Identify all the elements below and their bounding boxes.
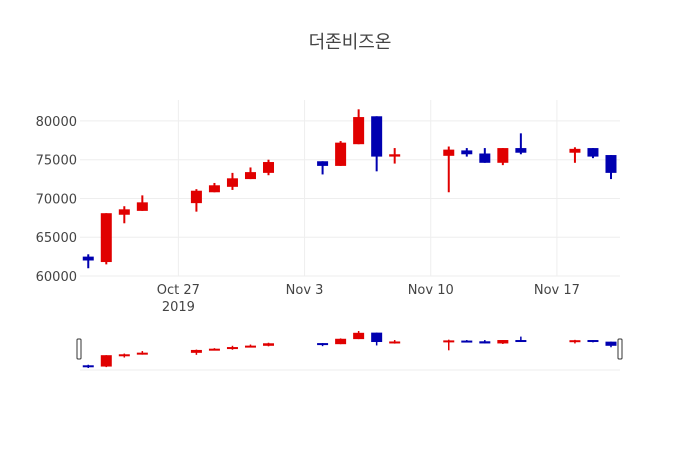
slider-candle-body bbox=[208, 348, 220, 351]
candle-body bbox=[389, 154, 401, 157]
slider-candle-body bbox=[605, 341, 617, 346]
candle-body bbox=[443, 149, 455, 156]
x-tick-label: Nov 10 bbox=[408, 283, 454, 298]
y-tick-label: 75000 bbox=[36, 154, 77, 169]
slider-candle-body bbox=[353, 332, 365, 340]
candle-body bbox=[118, 209, 130, 215]
candle-body bbox=[515, 148, 527, 153]
slider-candle-body bbox=[118, 354, 130, 357]
candle-body bbox=[82, 256, 94, 261]
candle-body bbox=[353, 117, 365, 145]
slider-candle-body bbox=[461, 340, 473, 343]
slider-candle-body bbox=[136, 352, 148, 355]
chart-title: 더존비즈온 bbox=[309, 32, 392, 53]
slider-candle-body bbox=[263, 343, 275, 346]
candle-body bbox=[605, 155, 617, 173]
candle-body bbox=[190, 190, 202, 204]
y-axis: 60000 65000 70000 75000 80000 bbox=[36, 115, 77, 285]
x-axis: Oct 27 2019 Nov 3 Nov 10 Nov 17 bbox=[157, 283, 580, 315]
slider-candle-body bbox=[190, 349, 202, 353]
slider-candle-body bbox=[317, 343, 329, 346]
candle-body bbox=[479, 153, 491, 163]
slider-candle-body bbox=[100, 355, 112, 367]
candle-body bbox=[317, 161, 329, 166]
slider-candle-body bbox=[335, 338, 347, 345]
slider-candle-body bbox=[82, 365, 94, 368]
candle-body bbox=[226, 178, 238, 187]
y-tick-label: 80000 bbox=[36, 115, 77, 130]
candle-body bbox=[263, 162, 275, 173]
x-tick-year-label: 2019 bbox=[162, 300, 195, 315]
slider-candle-body bbox=[587, 340, 599, 343]
y-tick-label: 70000 bbox=[36, 192, 77, 207]
slider-candle-body bbox=[244, 345, 256, 348]
slider-left-handle[interactable] bbox=[76, 338, 82, 360]
slider-candle-body bbox=[371, 332, 383, 343]
candle-body bbox=[461, 150, 473, 155]
candles bbox=[82, 109, 617, 269]
candle-body bbox=[335, 142, 347, 166]
candle-body bbox=[208, 185, 220, 193]
candle-body bbox=[244, 172, 256, 180]
candle-body bbox=[100, 213, 112, 263]
x-tick-label: Nov 17 bbox=[534, 283, 580, 298]
grid bbox=[80, 100, 620, 277]
slider-candle-body bbox=[389, 341, 401, 344]
slider-candle-body bbox=[515, 340, 527, 343]
range-slider[interactable] bbox=[76, 331, 623, 371]
slider-candle-body bbox=[479, 341, 491, 344]
candle-body bbox=[497, 148, 509, 163]
y-tick-label: 65000 bbox=[36, 231, 77, 246]
slider-candle-body bbox=[443, 340, 455, 343]
y-tick-label: 60000 bbox=[36, 270, 77, 285]
slider-right-handle[interactable] bbox=[617, 338, 623, 360]
slider-candle-body bbox=[226, 347, 238, 350]
candle-body bbox=[136, 202, 148, 211]
x-tick-label: Oct 27 bbox=[157, 283, 200, 298]
slider-candle-body bbox=[569, 340, 581, 343]
candle-body bbox=[371, 116, 383, 157]
candle-body bbox=[569, 148, 581, 153]
slider-candle-body bbox=[497, 340, 509, 344]
x-tick-label: Nov 3 bbox=[286, 283, 324, 298]
candle-body bbox=[587, 148, 599, 157]
